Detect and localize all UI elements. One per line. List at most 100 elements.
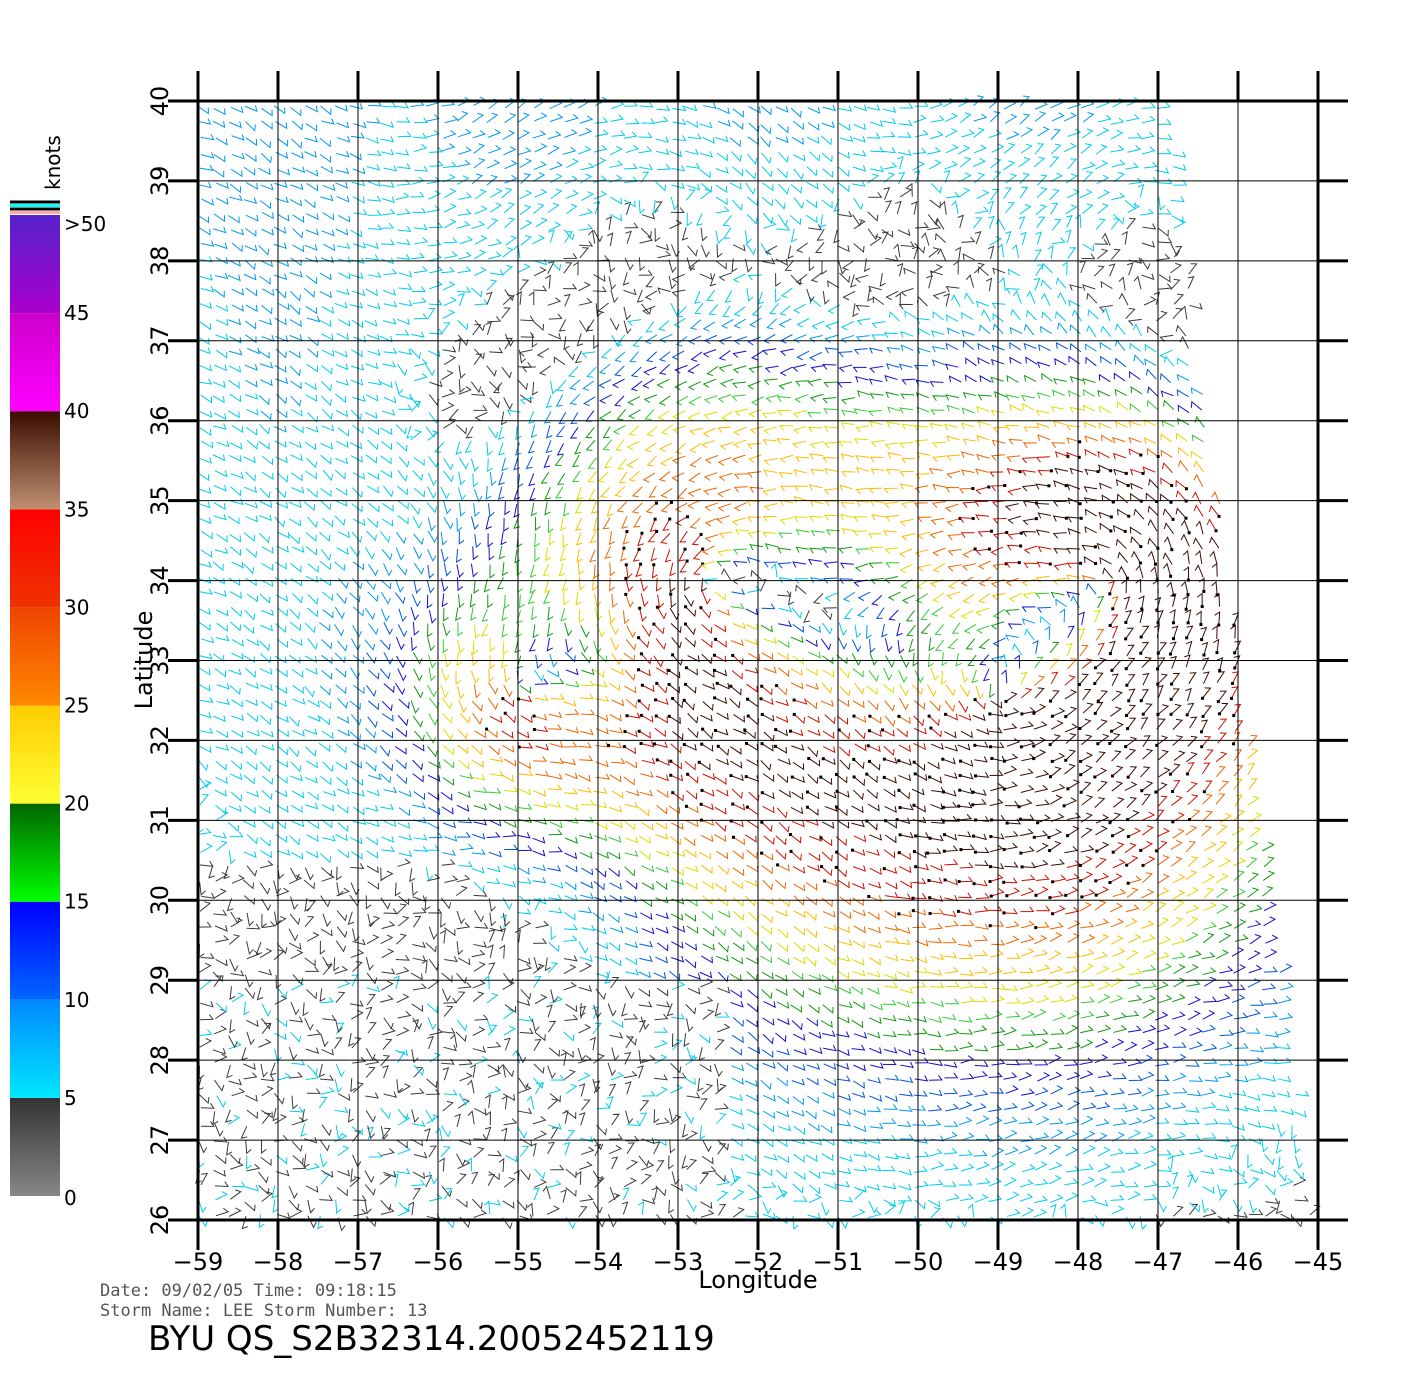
wind-vector <box>443 927 456 937</box>
wind-vector <box>1125 1010 1140 1018</box>
wind-vector <box>1124 1181 1139 1188</box>
rain-flag-marker <box>625 714 629 718</box>
wind-vector <box>943 952 958 959</box>
wind-vector <box>1143 1145 1157 1155</box>
wind-vector <box>821 1030 836 1037</box>
wind-vector <box>425 942 437 953</box>
wind-vector <box>428 832 443 839</box>
wind-vector <box>1113 1118 1127 1126</box>
wind-vector <box>1082 1195 1097 1203</box>
wind-vector <box>1248 904 1263 913</box>
wind-vector <box>1143 949 1157 959</box>
wind-vector <box>1173 1087 1188 1094</box>
wind-vector <box>1034 1029 1049 1036</box>
wind-vector <box>746 849 758 860</box>
wind-vector <box>441 859 456 866</box>
wind-vector <box>1155 1117 1170 1124</box>
wind-vector <box>914 1075 929 1082</box>
wind-vector <box>1050 1129 1064 1139</box>
wind-vector <box>214 1123 224 1138</box>
rain-flag-marker <box>637 729 641 733</box>
wind-vector <box>1035 1132 1050 1140</box>
rain-flag-marker <box>745 805 749 809</box>
wind-vector <box>228 805 242 813</box>
wind-vector <box>1264 998 1279 1005</box>
wind-vector <box>1215 765 1226 778</box>
wind-vector <box>365 1066 376 1078</box>
wind-vector <box>1019 828 1034 837</box>
wind-vector <box>321 804 335 812</box>
wind-vector <box>820 1124 833 1134</box>
rain-flag-marker <box>682 698 686 702</box>
wind-vector <box>1033 749 1047 760</box>
wind-vector <box>596 971 610 979</box>
wind-vector <box>322 761 334 773</box>
wind-vector <box>930 803 944 811</box>
wind-vector <box>261 914 268 929</box>
wind-vector <box>454 1113 461 1128</box>
rain-flag-marker <box>988 712 992 716</box>
wind-vector <box>243 820 256 828</box>
rain-flag-marker <box>1232 714 1236 718</box>
wind-vector <box>1263 1011 1278 1019</box>
wind-vector <box>578 1112 586 1126</box>
wind-vector <box>231 992 245 1003</box>
wind-vector <box>291 1140 303 1153</box>
wind-vector <box>732 850 744 860</box>
wind-vector <box>611 790 624 799</box>
wind-vector <box>1019 768 1034 777</box>
wind-vector <box>246 941 254 955</box>
rain-flag-marker <box>1079 879 1083 883</box>
wind-vector <box>1201 825 1213 837</box>
wind-vector <box>349 1176 361 1188</box>
rain-flag-marker <box>972 834 976 838</box>
wind-vector <box>383 908 398 915</box>
wind-vector <box>444 1187 453 1200</box>
wind-vector <box>578 907 593 914</box>
wind-vector <box>200 1103 215 1109</box>
wind-vector <box>1141 1039 1155 1050</box>
wind-vector <box>1172 1186 1180 1200</box>
wind-vector <box>304 802 319 810</box>
wind-vector <box>838 1108 851 1116</box>
wind-vector <box>687 773 699 784</box>
wind-vector <box>518 963 533 972</box>
wind-vector <box>411 1003 424 1013</box>
wind-vector <box>216 810 229 821</box>
wind-vector <box>240 1126 248 1139</box>
wind-vector <box>290 949 304 959</box>
wind-vector <box>1185 1060 1200 1067</box>
rain-flag-marker <box>713 696 717 700</box>
wind-vector <box>564 817 579 824</box>
wind-vector <box>1263 901 1277 912</box>
wind-vector <box>1309 1204 1321 1216</box>
wind-vector <box>656 804 668 815</box>
wind-vector <box>1097 1146 1111 1157</box>
wind-vector <box>989 798 1004 807</box>
wind-vector <box>670 878 685 886</box>
wind-vector <box>487 1064 500 1073</box>
rain-flag-marker <box>1079 790 1083 794</box>
wind-vector <box>212 832 227 839</box>
wind-vector <box>792 1064 806 1071</box>
wind-vector <box>1050 1194 1064 1203</box>
wind-vector <box>1172 873 1186 884</box>
wind-vector <box>244 1201 256 1212</box>
wind-vector <box>397 1207 411 1217</box>
wind-vector <box>242 879 255 890</box>
rain-flag-marker <box>1202 790 1206 794</box>
wind-vector <box>1033 949 1048 957</box>
wind-vector <box>472 979 486 989</box>
wind-vector <box>698 1034 711 1044</box>
wind-vector <box>563 1141 571 1156</box>
wind-vector <box>550 1074 565 1081</box>
wind-vector <box>1007 1208 1021 1217</box>
rain-flag-marker <box>699 606 703 610</box>
colorbar-band <box>10 999 60 1098</box>
rain-flag-marker <box>654 714 658 718</box>
wind-vector <box>1246 1105 1261 1113</box>
wind-vector <box>1233 749 1243 761</box>
rain-flag-marker <box>1217 623 1221 627</box>
wind-vector <box>550 926 557 941</box>
wind-vector <box>593 1138 604 1151</box>
